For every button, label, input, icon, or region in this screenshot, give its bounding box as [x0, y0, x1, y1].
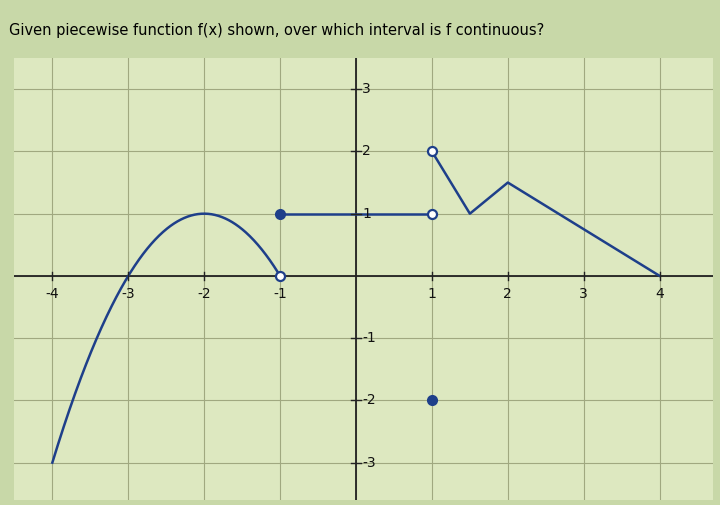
Text: 3: 3: [580, 287, 588, 301]
Text: -4: -4: [45, 287, 59, 301]
Text: -1: -1: [362, 331, 376, 345]
Text: -3: -3: [122, 287, 135, 301]
Text: -2: -2: [362, 393, 376, 408]
Text: 4: 4: [655, 287, 664, 301]
Text: Given piecewise function f(x) shown, over which interval is f continuous?: Given piecewise function f(x) shown, ove…: [9, 23, 544, 38]
Text: 2: 2: [362, 144, 371, 159]
Text: 1: 1: [428, 287, 436, 301]
Text: 3: 3: [362, 82, 371, 96]
Text: -2: -2: [197, 287, 211, 301]
Text: 2: 2: [503, 287, 512, 301]
Text: -1: -1: [273, 287, 287, 301]
Text: -3: -3: [362, 456, 376, 470]
Text: 1: 1: [362, 207, 371, 221]
